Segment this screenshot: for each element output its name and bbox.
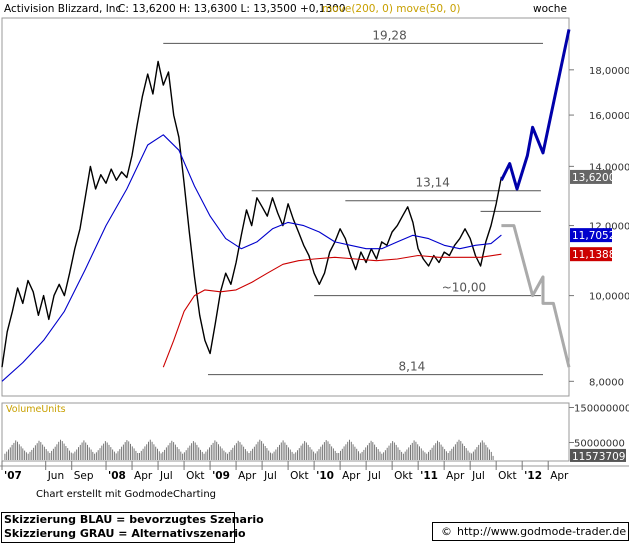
volume-tick-label: 50000000 (574, 439, 625, 450)
level-label: 8,14 (399, 360, 426, 374)
y-axis-ticks: 8,0000 10,0000 12,0000 14,0000 16,0000 18,000… (569, 66, 629, 388)
x-tick-label: Jun (47, 470, 64, 482)
x-tick-label: Jul (367, 470, 381, 482)
x-tick-label: '08 (108, 470, 126, 482)
x-tick-label: '12 (524, 470, 542, 482)
volume-last-value-label: 11573709 (572, 451, 625, 463)
website-url[interactable]: http://www.godmode-trader.de (457, 525, 627, 538)
y-tick-label: 16,0000 (589, 111, 629, 122)
chart-credit: Chart erstellt mit GodmodeCharting (36, 489, 216, 500)
volume-bars (4, 439, 494, 460)
last-value-ma200-label: 11,1388 (572, 249, 615, 261)
series-ma50-line (1, 134, 502, 382)
last-value-price-box (570, 169, 612, 184)
last-value-ma50-label: 11,7052 (572, 230, 615, 242)
series-ma200-line (162, 253, 502, 368)
x-axis-ticks: '07 Jun Sep '08 Apr Jul Okt '09 Apr Jul Okt '10 Apr J… (1, 461, 569, 482)
x-tick-label: Apr (446, 470, 465, 482)
level-label: ~10,00 (442, 281, 486, 295)
header-ohlc: C: 13,6200 H: 13,6300 L: 13,3500 +0,1300 (118, 3, 346, 15)
x-tick-label: Okt (186, 470, 204, 482)
copyright-symbol: © (441, 525, 452, 538)
volume-panel-title: VolumeUnits (6, 404, 66, 415)
volume-panel-frame (1, 402, 570, 462)
x-tick-label: Apr (550, 470, 569, 482)
x-tick-label: Jul (263, 470, 277, 482)
header-indicators: move(200, 0) move(50, 0) (322, 3, 461, 15)
scenario-grau-path (501, 224, 571, 368)
x-tick-label: Okt (394, 470, 412, 482)
scenario-blue-label: Skizzierung BLAU = bevorzugtes Szenario (4, 513, 264, 526)
level-lines: 19,28 13,14 ~10,00 8,14 (163, 28, 543, 376)
scenario-grey-label: Skizzierung GRAU = Alternativszenario (4, 527, 246, 540)
last-value-ma50-box (570, 228, 612, 243)
series-lines (1, 60, 503, 382)
x-tick-label: '11 (420, 470, 438, 482)
x-tick-label: Apr (134, 470, 153, 482)
volume-axis-ticks: 50000000 150000000 11573709 (569, 404, 629, 463)
x-tick-label: Jul (159, 470, 173, 482)
scenario-sketches (500, 29, 571, 368)
x-tick-label: Apr (342, 470, 361, 482)
x-tick-label: Sep (74, 470, 94, 482)
level-label: 19,28 (372, 28, 406, 42)
series-price-line (1, 60, 503, 368)
y-tick-label: 12,0000 (589, 222, 629, 233)
volume-tick-label: 150000000 (574, 404, 629, 415)
x-tick-label: '09 (212, 470, 230, 482)
website-link-box[interactable]: © http://www.godmode-trader.de (432, 522, 629, 541)
price-panel-frame (1, 17, 570, 397)
x-tick-label: '07 (4, 470, 22, 482)
x-tick-label: Okt (498, 470, 516, 482)
x-tick-label: Okt (290, 470, 308, 482)
x-tick-label: Jul (471, 470, 485, 482)
scenario-legend-box (1, 512, 235, 543)
last-value-price-label: 13,6200 (572, 172, 615, 184)
header-symbol: Activision Blizzard, Inc (4, 3, 121, 15)
y-tick-label: 18,0000 (589, 66, 629, 77)
y-tick-label: 14,0000 (589, 162, 629, 173)
last-value-ma200-box (570, 247, 612, 262)
y-tick-label: 8,0000 (589, 377, 624, 388)
y-tick-label: 10,0000 (589, 292, 629, 303)
header-interval: woche (533, 3, 567, 15)
volume-last-value-box (570, 448, 626, 462)
scenario-blau-path (500, 29, 571, 191)
level-label: 13,14 (416, 176, 450, 190)
last-value-labels: 13,6200 11,7052 11,1388 (570, 169, 615, 262)
x-tick-label: '10 (316, 470, 334, 482)
x-tick-label: Apr (238, 470, 257, 482)
